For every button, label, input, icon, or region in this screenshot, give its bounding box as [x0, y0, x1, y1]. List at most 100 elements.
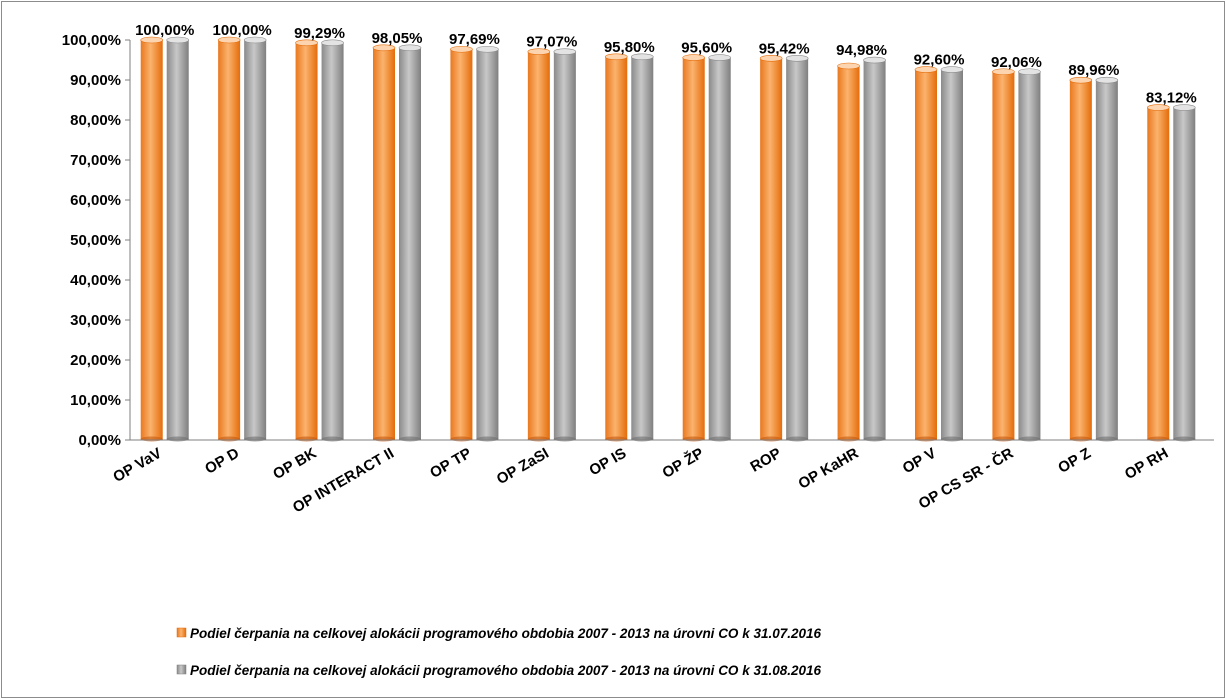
bar-july	[992, 68, 1015, 442]
bar-base	[553, 436, 576, 442]
bar-july	[604, 53, 628, 442]
bar-august	[630, 53, 654, 442]
bar-base	[682, 436, 705, 442]
bar-cap	[708, 54, 732, 61]
bar-body	[992, 71, 1015, 440]
bar-cap	[1172, 104, 1196, 111]
data-labels-group: 100,00% 100,00% 99,29% 98,05% 97,69% 97,07% 95…	[135, 22, 1197, 107]
data-label: 95,80%	[604, 39, 655, 56]
bar-body	[476, 49, 499, 441]
bar-july	[372, 44, 396, 442]
y-tick-label: 90,00%	[70, 72, 121, 89]
data-label: 100,00%	[213, 22, 272, 39]
x-tick-label: OP D	[202, 445, 242, 478]
bar-july	[217, 36, 241, 442]
bar-base	[1147, 436, 1170, 442]
y-tick-label: 20,00%	[70, 352, 121, 369]
bar-july	[837, 62, 860, 442]
bar-body	[399, 47, 421, 441]
bar-body	[1095, 80, 1118, 440]
x-tick-label: OP VaV	[110, 445, 164, 486]
bar-july	[682, 54, 706, 442]
bar-august	[940, 66, 964, 442]
bar-july	[914, 66, 938, 442]
x-tick-label: OP IS	[586, 445, 629, 480]
y-tick-label: 0,00%	[78, 432, 121, 449]
bar-body	[941, 69, 963, 440]
bar-body	[450, 49, 473, 441]
bar-body	[708, 57, 731, 440]
bar-body	[321, 42, 344, 441]
bar-body	[244, 40, 267, 440]
bar-body	[786, 58, 809, 440]
bar-body	[682, 57, 705, 440]
bar-august	[1095, 76, 1119, 442]
x-tick-label: OP TP	[427, 445, 474, 482]
bar-august	[553, 48, 577, 442]
bar-body	[915, 69, 937, 440]
legend-item-july: Podiel čerpania na celkovej alokácii pro…	[176, 626, 822, 641]
bar-body	[863, 60, 886, 441]
bar-august	[1172, 104, 1196, 442]
bar-cap	[604, 53, 628, 61]
legend-swatch	[176, 627, 187, 638]
bars-group	[140, 36, 1196, 442]
bar-august	[708, 54, 732, 442]
bar-base	[863, 436, 886, 442]
bar-body	[1147, 107, 1170, 441]
data-label: 95,60%	[681, 40, 732, 57]
y-tick-label: 40,00%	[70, 272, 121, 289]
data-label: 97,69%	[449, 31, 500, 48]
bar-cap	[217, 36, 241, 44]
bar-august	[785, 55, 809, 442]
bar-july	[527, 48, 551, 442]
bar-body	[605, 56, 628, 441]
bar-base	[708, 436, 731, 442]
bar-body	[1173, 107, 1196, 441]
data-label: 92,60%	[914, 52, 965, 69]
bar-july	[295, 39, 318, 442]
x-tick-label: OP Z	[1055, 445, 1094, 477]
bar-base	[992, 436, 1015, 442]
bar-august	[398, 44, 422, 442]
y-tick-label: 50,00%	[70, 232, 121, 249]
bar-base	[399, 436, 421, 442]
y-axis: 0,00% 10,00% 20,00% 30,00% 40,00% 50,00% 60,00…	[62, 32, 131, 449]
x-tick-label: OP V	[900, 445, 939, 478]
data-label: 83,12%	[1146, 90, 1197, 107]
bar-body	[1069, 80, 1092, 440]
bar-base	[786, 436, 809, 442]
legend-label: Podiel čerpania na celkovej alokácii pro…	[190, 663, 822, 678]
bar-body	[218, 40, 241, 440]
bar-cap	[1095, 76, 1119, 84]
bar-cap	[476, 45, 499, 53]
y-tick-label: 60,00%	[70, 192, 121, 209]
bar-body	[295, 42, 318, 441]
bar-cap	[759, 55, 783, 62]
bar-july	[140, 36, 164, 442]
bar-base	[1069, 436, 1092, 442]
x-tick-label: ROP	[747, 445, 784, 476]
y-tick-label: 30,00%	[70, 312, 121, 329]
bar-cap	[837, 62, 860, 70]
y-tick-label: 70,00%	[70, 152, 121, 169]
bar-cap	[1146, 104, 1170, 111]
bar-cap	[914, 66, 938, 73]
bar-cap	[940, 66, 964, 73]
y-tick-label: 100,00%	[62, 32, 121, 49]
bar-july	[1069, 76, 1093, 442]
bar-base	[218, 436, 241, 442]
bar-cap	[682, 54, 706, 61]
bar-cap	[630, 53, 654, 61]
bar-base	[1018, 436, 1041, 442]
bar-base	[321, 436, 344, 442]
bar-base	[631, 436, 654, 442]
data-label: 94,98%	[836, 42, 887, 59]
bar-body	[553, 51, 576, 440]
bar-body	[166, 40, 189, 440]
bar-base	[476, 436, 499, 442]
bar-august	[476, 45, 499, 442]
